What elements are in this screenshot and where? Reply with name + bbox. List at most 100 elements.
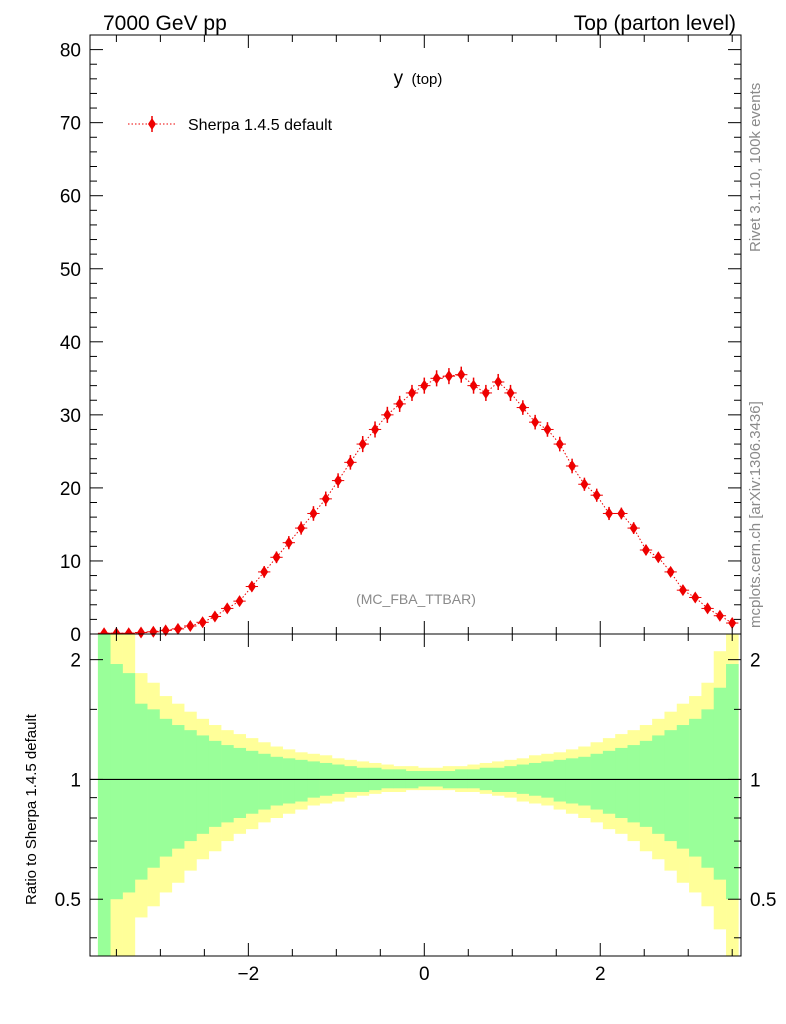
data-point-marker bbox=[691, 591, 700, 604]
data-point bbox=[676, 584, 690, 597]
data-point bbox=[701, 602, 714, 615]
band-inner-bin bbox=[221, 745, 234, 823]
data-point bbox=[405, 384, 419, 401]
ratio-ticks: 0.5 0.5 1 1 2 2 −2 0 2 bbox=[55, 634, 776, 985]
ratio-panel: 0.5 0.5 1 1 2 2 −2 0 2 Ratio to Sherpa 1.4.5 def… bbox=[23, 633, 776, 985]
band-inner-bin bbox=[627, 745, 641, 823]
data-point-marker bbox=[580, 478, 589, 491]
ratio-y-tick-label-left: 2 bbox=[70, 651, 81, 672]
data-point-marker bbox=[641, 543, 650, 556]
data-point-marker bbox=[334, 474, 343, 487]
band-inner-bin bbox=[430, 771, 444, 787]
data-point bbox=[442, 368, 456, 385]
y-tick-label: 0 bbox=[70, 625, 81, 646]
x-tick-label: 0 bbox=[419, 964, 430, 985]
legend-label: Sherpa 1.4.5 default bbox=[188, 117, 333, 134]
band-inner-bin bbox=[676, 725, 690, 849]
data-point bbox=[541, 422, 554, 437]
plot-title-main: y bbox=[394, 68, 404, 89]
data-point bbox=[504, 384, 517, 401]
data-point bbox=[294, 521, 308, 535]
band-inner-bin bbox=[110, 664, 123, 900]
ratio-frame bbox=[89, 633, 742, 957]
data-point-marker bbox=[592, 489, 601, 502]
data-point bbox=[467, 377, 480, 394]
data-point-marker bbox=[481, 386, 490, 399]
band-inner-bin bbox=[282, 758, 296, 804]
data-point-marker bbox=[555, 438, 564, 451]
data-point-marker bbox=[149, 625, 158, 638]
ratio-y-tick-label-right: 2 bbox=[750, 651, 761, 672]
band-inner-bin bbox=[97, 634, 111, 956]
data-point bbox=[208, 610, 222, 623]
band-inner-bin bbox=[159, 718, 173, 857]
band-inner-bin bbox=[147, 709, 160, 868]
data-point bbox=[319, 491, 332, 507]
data-point bbox=[344, 455, 357, 470]
main-data-layer bbox=[97, 366, 739, 640]
band-inner-bin bbox=[258, 753, 271, 810]
legend-marker bbox=[148, 118, 156, 130]
data-point bbox=[368, 421, 382, 438]
data-point bbox=[245, 580, 259, 593]
data-point bbox=[578, 477, 591, 491]
band-inner-bin bbox=[652, 735, 665, 834]
data-point-marker bbox=[654, 551, 663, 564]
data-point-marker bbox=[272, 551, 281, 564]
data-point bbox=[381, 406, 394, 423]
data-point-marker bbox=[703, 602, 712, 615]
data-point bbox=[590, 488, 603, 502]
ratio-y-tick-label-left: 1 bbox=[70, 770, 81, 791]
data-point bbox=[356, 436, 369, 453]
band-inner-bin bbox=[639, 740, 653, 827]
data-point-marker bbox=[173, 622, 182, 635]
band-inner-bin bbox=[381, 769, 394, 789]
data-point bbox=[134, 626, 148, 639]
band-inner-bin bbox=[602, 750, 616, 814]
series-line bbox=[104, 374, 733, 634]
data-point bbox=[516, 400, 529, 415]
band-inner-bin bbox=[122, 673, 136, 893]
data-point-marker bbox=[506, 386, 515, 399]
data-point-marker bbox=[235, 595, 244, 608]
y-tick-label: 50 bbox=[60, 260, 81, 281]
band-inner-bin bbox=[664, 730, 678, 842]
annotation-label: (MC_FBA_TTBAR) bbox=[356, 591, 476, 607]
data-point bbox=[331, 473, 345, 488]
data-point bbox=[455, 366, 468, 383]
band-inner-bin bbox=[713, 687, 727, 880]
legend: Sherpa 1.4.5 default bbox=[128, 116, 333, 134]
data-point-marker bbox=[358, 438, 367, 451]
data-point bbox=[726, 617, 739, 630]
data-point-marker bbox=[605, 507, 614, 520]
y-tick-label: 60 bbox=[60, 187, 81, 208]
data-point bbox=[196, 616, 209, 629]
band-inner-bin bbox=[171, 725, 185, 849]
band-inner-bin bbox=[208, 740, 222, 827]
data-point-marker bbox=[210, 610, 219, 623]
header-right: Top (parton level) bbox=[574, 12, 736, 35]
plot-title: y (top) bbox=[394, 68, 443, 89]
data-point bbox=[393, 395, 406, 412]
band-inner-bin bbox=[553, 759, 567, 802]
band-inner-bin bbox=[294, 759, 308, 802]
band-inner-bin bbox=[455, 769, 468, 789]
band-inner-bin bbox=[134, 703, 148, 880]
data-point-marker bbox=[543, 423, 552, 436]
plot-title-sub: (top) bbox=[412, 71, 443, 88]
side-text-rivet: Rivet 3.1.10, 100k events bbox=[747, 83, 764, 252]
band-inner-bin bbox=[701, 709, 715, 868]
y-tick-label: 40 bbox=[60, 333, 81, 354]
main-ticks: 0 10 20 30 40 50 60 70 80 bbox=[60, 35, 741, 646]
data-point bbox=[615, 507, 628, 520]
data-point-marker bbox=[407, 386, 416, 399]
data-point bbox=[430, 370, 443, 387]
data-point bbox=[528, 414, 542, 430]
data-point-marker bbox=[666, 565, 675, 578]
data-point-marker bbox=[223, 602, 232, 615]
data-point bbox=[307, 506, 320, 521]
band-inner-bin bbox=[578, 756, 591, 806]
band-inner-bin bbox=[418, 771, 431, 787]
data-point-marker bbox=[617, 507, 626, 520]
